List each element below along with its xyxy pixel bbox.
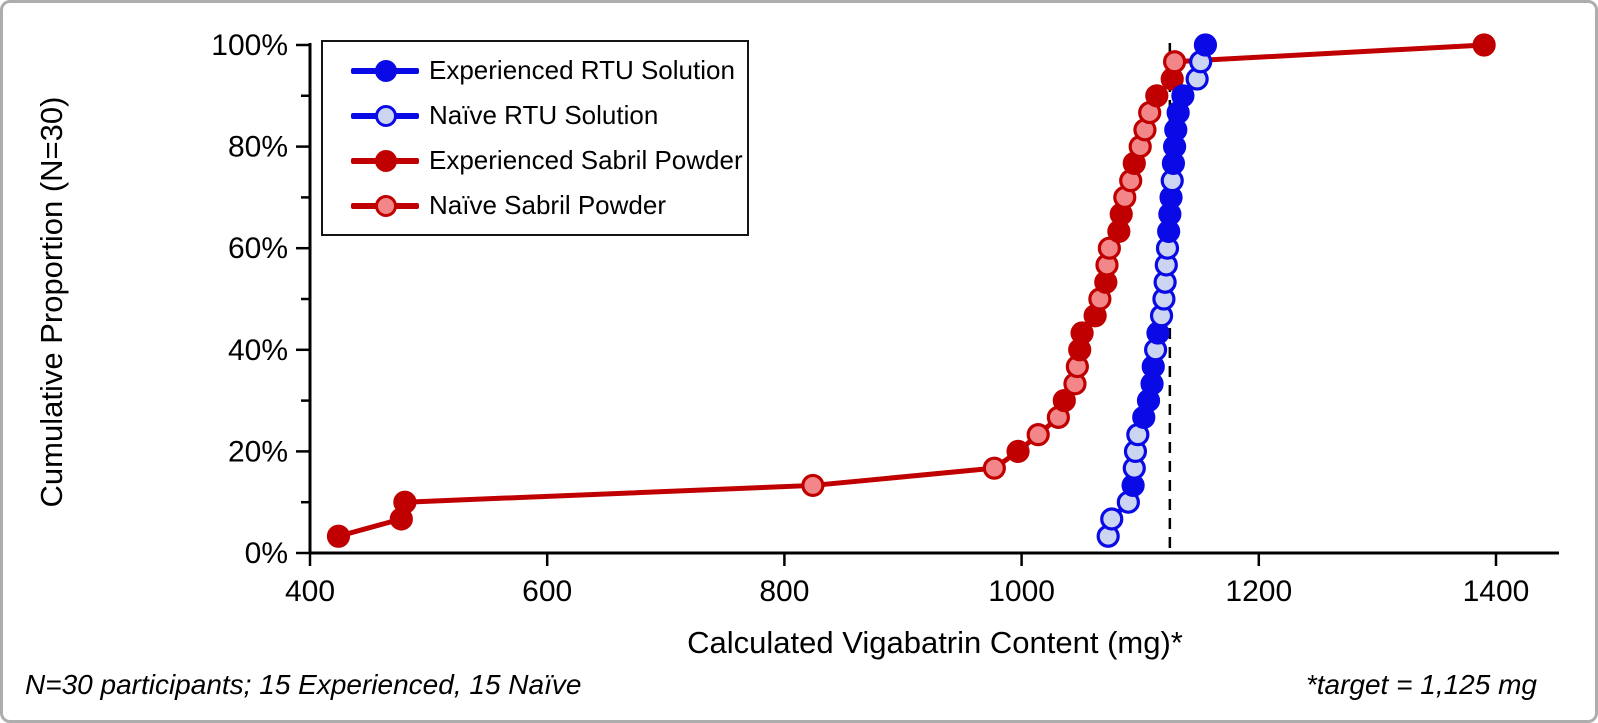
data-point-rtu-experienced xyxy=(1171,84,1195,108)
x-tick-label: 1200 xyxy=(1225,575,1292,608)
legend-circle-marker xyxy=(375,104,397,127)
y-tick-label: 80% xyxy=(228,131,288,164)
legend-circle-marker xyxy=(375,194,397,217)
data-point-sabril-experienced xyxy=(1006,439,1030,463)
legend-label: Naïve RTU Solution xyxy=(429,100,659,130)
data-point-sabril-naive xyxy=(1026,423,1050,447)
data-point-rtu-naive xyxy=(1100,507,1124,531)
data-point-sabril-naive xyxy=(1097,236,1121,260)
y-axis-title: Cumulative Proportion (N=30) xyxy=(34,96,69,508)
legend-label: Experienced Sabril Powder xyxy=(429,145,743,175)
data-point-sabril-experienced xyxy=(1070,321,1094,345)
y-tick-label: 60% xyxy=(228,232,288,265)
y-tick-label: 0% xyxy=(245,537,288,570)
x-tick-label: 1400 xyxy=(1463,575,1530,608)
x-tick-label: 400 xyxy=(285,575,335,608)
legend-item-2: Experienced Sabril Powder xyxy=(351,141,747,181)
data-point-sabril-naive xyxy=(1162,50,1187,74)
x-axis-title: Calculated Vigabatrin Content (mg)* xyxy=(687,625,1183,660)
chart-canvas: 400 600 800 1000 1200 1400 0% 20% 40% 60% 80% 100% xyxy=(211,29,1559,608)
y-tick-label: 40% xyxy=(228,334,288,367)
legend-marker-icon xyxy=(351,149,419,172)
legend-label: Naïve Sabril Powder xyxy=(429,190,666,220)
data-point-sabril-experienced xyxy=(1145,84,1169,108)
legend-marker-icon xyxy=(351,59,419,82)
data-point-sabril-naive xyxy=(801,473,825,498)
legend-marker-icon xyxy=(351,194,419,217)
x-tick-label: 800 xyxy=(759,575,809,608)
data-point-sabril-experienced xyxy=(1472,33,1496,57)
legend-circle-marker xyxy=(375,149,397,172)
footnote-participants: N=30 participants; 15 Experienced, 15 Na… xyxy=(25,669,582,700)
legend-item-1: Naïve RTU Solution xyxy=(351,96,747,136)
footnote-target: *target = 1,125 mg xyxy=(1305,669,1537,700)
x-tick-label: 600 xyxy=(522,575,572,608)
legend-item-3: Naïve Sabril Powder xyxy=(351,186,747,226)
legend-item-0: Experienced RTU Solution xyxy=(351,51,747,91)
legend-marker-icon xyxy=(351,104,419,127)
data-point-sabril-experienced xyxy=(393,490,417,514)
y-tick-label: 100% xyxy=(211,29,288,62)
data-point-rtu-experienced xyxy=(1193,33,1218,57)
legend-label: Experienced RTU Solution xyxy=(429,55,735,85)
y-tick-label: 20% xyxy=(228,435,288,468)
legend: Experienced RTU Solution Naïve RTU Soluti… xyxy=(321,40,749,236)
data-point-sabril-experienced xyxy=(326,524,351,548)
legend-circle-marker xyxy=(375,59,397,82)
data-point-sabril-experienced xyxy=(1052,389,1076,413)
x-tick-label: 1000 xyxy=(988,575,1055,608)
data-point-sabril-naive xyxy=(982,456,1006,480)
